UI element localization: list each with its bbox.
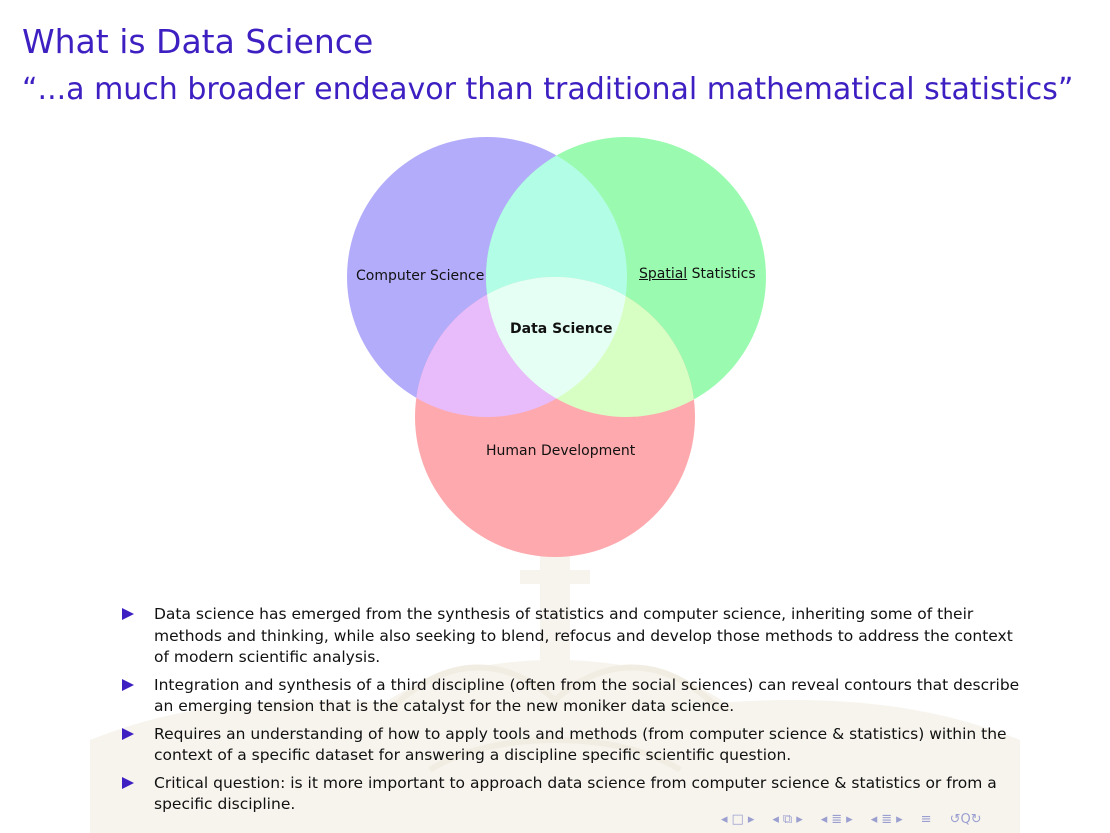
- nav-search-icon[interactable]: ↺Q↻: [949, 811, 982, 827]
- nav-next-frame-icon[interactable]: ▸: [747, 811, 755, 827]
- bullet-text: Integration and synthesis of a third dis…: [154, 675, 1020, 716]
- bullet-item: Integration and synthesis of a third dis…: [120, 675, 1030, 718]
- nav-next-section-icon[interactable]: ▸: [846, 811, 853, 827]
- computer-science-label: Computer Science: [356, 268, 485, 284]
- data-science-label: Data Science: [510, 321, 613, 337]
- bullet-list: Data science has emerged from the synthe…: [120, 604, 1030, 822]
- bullet-text: Critical question: is it more important …: [154, 773, 997, 814]
- bullet-item: Critical question: is it more important …: [120, 773, 1030, 816]
- nav-prev-section-icon[interactable]: ◂: [820, 811, 828, 827]
- nav-next-slide-icon[interactable]: ▸: [896, 811, 903, 827]
- slide-title: What is Data Science: [22, 22, 374, 61]
- nav-next-subsection-icon[interactable]: ▸: [796, 811, 803, 827]
- spatial-statistics-label-underlined: Spatial: [639, 266, 688, 282]
- nav-prev-slide-icon[interactable]: ◂: [870, 811, 878, 827]
- human-development-label: Human Development: [486, 443, 636, 459]
- spatial-statistics-label-rest: Statistics: [687, 266, 756, 282]
- nav-subsection-icon[interactable]: ⧉: [782, 811, 793, 827]
- nav-prev-subsection-icon[interactable]: ◂: [772, 811, 779, 827]
- triangle-bullet-icon: [122, 727, 134, 740]
- bullet-text: Data science has emerged from the synthe…: [154, 605, 1013, 666]
- beamer-navigation-bar: ◂ □ ▸ ◂ ⧉ ▸ ◂ ≣ ▸ ◂ ≣ ▸ ≡ ↺Q↻: [720, 810, 983, 828]
- nav-slide-icon[interactable]: ≣: [881, 811, 893, 827]
- bullet-item: Requires an understanding of how to appl…: [120, 724, 1030, 767]
- triangle-bullet-icon: [122, 678, 134, 691]
- triangle-bullet-icon: [122, 776, 134, 789]
- spatial-statistics-label: Spatial Statistics: [639, 266, 756, 282]
- nav-align-icon[interactable]: ≡: [920, 811, 932, 827]
- nav-frame-icon[interactable]: □: [731, 811, 744, 827]
- overlap-ss-hd: [486, 277, 695, 417]
- slide-subtitle: “...a much broader endeavor than traditi…: [22, 72, 1074, 107]
- triangle-bullet-icon: [122, 608, 134, 620]
- bullet-item: Data science has emerged from the synthe…: [120, 604, 1030, 669]
- nav-prev-frame-icon[interactable]: ◂: [721, 811, 728, 827]
- venn-diagram: [347, 137, 766, 557]
- nav-section-icon[interactable]: ≣: [831, 811, 843, 827]
- university-seal-watermark: [90, 550, 1020, 833]
- bullet-text: Requires an understanding of how to appl…: [154, 724, 1007, 765]
